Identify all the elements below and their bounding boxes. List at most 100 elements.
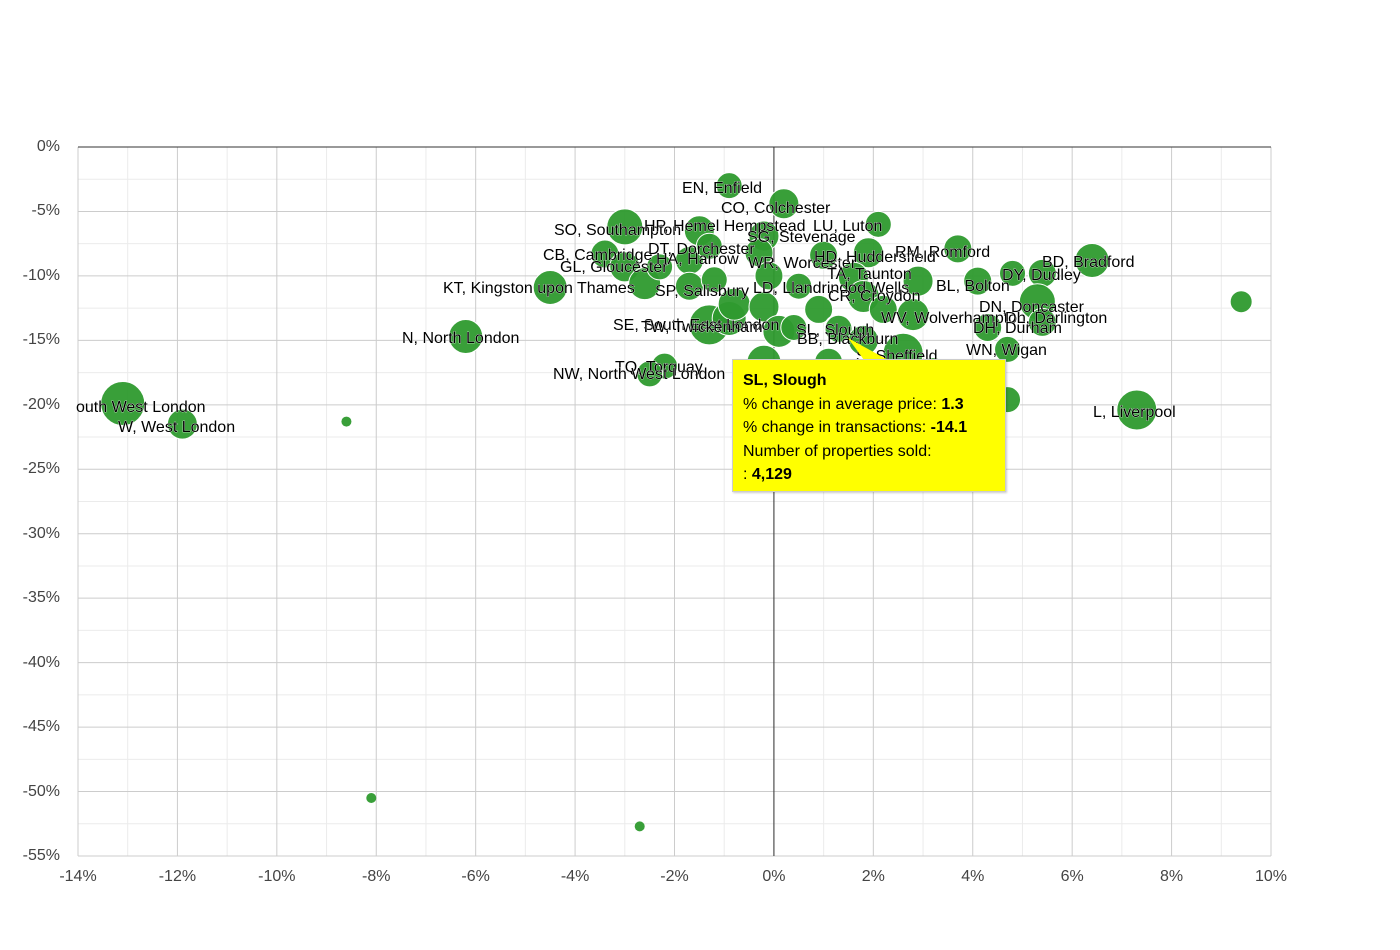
bubble-label: DL, Darlington <box>1005 310 1107 327</box>
bubble[interactable] <box>864 210 892 238</box>
bubble[interactable] <box>532 270 568 306</box>
bubble[interactable] <box>341 416 352 427</box>
bubble-label: SL, Slough <box>796 322 874 339</box>
bubble[interactable] <box>636 360 664 388</box>
bubble-label: SO, Southampton <box>554 222 681 239</box>
bubble[interactable] <box>748 291 780 323</box>
tooltip-title: SL, Slough <box>743 372 827 389</box>
tooltip-sold-value: 4,129 <box>751 466 792 483</box>
bubble[interactable] <box>1116 389 1158 431</box>
y-tick-label: -15% <box>22 331 60 349</box>
tooltip-pointer-shape <box>848 338 888 360</box>
x-tick-label: -6% <box>461 868 490 885</box>
bubble-label: GL, Gloucester <box>560 259 668 276</box>
bubble-label: CB, Cambridge <box>543 247 652 264</box>
bubble[interactable] <box>973 312 1003 342</box>
bubble-label: outh West London <box>76 399 206 416</box>
x-tick-label: -2% <box>660 868 689 885</box>
x-tick-label: 6% <box>1060 868 1084 885</box>
y-tick-label: -45% <box>22 718 60 736</box>
bubble[interactable] <box>868 294 898 324</box>
bubble-highlighted[interactable] <box>823 313 854 344</box>
bubble-label: WV, Wolverhampton <box>881 310 1026 327</box>
bubble-label: NW, North West London <box>553 366 725 383</box>
bubble-label: EN, Enfield <box>682 180 762 197</box>
bubble[interactable] <box>754 261 784 291</box>
bubble[interactable] <box>646 253 674 281</box>
bubble-label: L, Liverpool <box>1093 404 1176 421</box>
bubble[interactable] <box>100 381 146 427</box>
bubble[interactable] <box>963 266 993 296</box>
bubble-labels-layer: outh West London W, West London N, North L… <box>76 180 1176 437</box>
x-tick-label: -10% <box>258 868 296 885</box>
bubble[interactable] <box>785 272 813 300</box>
y-tick-label: 0% <box>36 138 60 155</box>
x-tick-label: -8% <box>362 868 391 885</box>
y-tick-label: -30% <box>22 524 60 542</box>
bubble[interactable] <box>994 335 1022 363</box>
x-tick-label: 8% <box>1160 868 1184 885</box>
x-tick-label: 2% <box>861 868 885 885</box>
x-tick-label: 10% <box>1254 868 1288 885</box>
bubble[interactable] <box>780 313 808 341</box>
bubble[interactable] <box>999 259 1027 287</box>
bubble-label: DT, Dorchester <box>648 241 755 258</box>
bubble-label: CO, Colchester <box>721 200 831 217</box>
x-tick-label: 0% <box>762 868 786 885</box>
bubble[interactable] <box>902 265 934 297</box>
bubble[interactable] <box>809 240 839 270</box>
bubble[interactable] <box>804 294 834 324</box>
bubble[interactable] <box>1229 290 1253 314</box>
bubble-label: HD, Huddersfield <box>814 249 936 266</box>
x-tick-label: 4% <box>961 868 985 885</box>
bubble[interactable] <box>1074 242 1110 278</box>
bubble[interactable] <box>606 208 644 246</box>
tooltip-sold-prefix: : <box>743 466 752 483</box>
tooltip-sold-row: : 4,129 <box>743 463 995 487</box>
bubble[interactable] <box>448 318 484 354</box>
bubble[interactable] <box>896 298 930 332</box>
bubble-label: TW, Twickenham <box>641 319 763 336</box>
tooltip-transactions-row: % change in transactions: -14.1 <box>743 416 995 440</box>
y-tick-label: -25% <box>22 460 60 478</box>
bubble-label: HA, Harrow <box>656 251 739 268</box>
tooltip-price-value: 1.3 <box>941 395 964 413</box>
bubble-label: BL, Bolton <box>936 278 1010 295</box>
bubble-label: BB, Blackburn <box>797 331 898 348</box>
tooltip-sold-label: Number of properties sold: <box>743 442 932 460</box>
bubble-label: SE, South East London <box>613 317 779 334</box>
bubble-label: BD, Bradford <box>1042 254 1134 271</box>
bubble[interactable] <box>700 266 728 294</box>
bubble-label: LD, Llandrindod Wells <box>753 280 909 297</box>
bubble[interactable] <box>366 792 377 803</box>
bubble-label: DH, Durham <box>973 320 1062 337</box>
x-tick-label: -14% <box>59 868 97 885</box>
y-tick-label: -5% <box>31 202 60 220</box>
bubble[interactable] <box>166 408 198 440</box>
y-tick-label: -40% <box>22 653 60 671</box>
bubble-label: W, West London <box>118 419 235 436</box>
bubble[interactable] <box>715 172 743 200</box>
y-tick-label: -20% <box>22 395 60 413</box>
bubble[interactable] <box>768 188 800 220</box>
bubble-label: SP, Salisbury <box>655 283 749 300</box>
bubble[interactable] <box>634 821 645 832</box>
bubble[interactable] <box>1027 307 1057 337</box>
bubble-label: SG, Stevenage <box>747 229 856 246</box>
tooltip-transactions-label: % change in transactions: <box>743 419 931 436</box>
bubble-label: LU, Luton <box>813 218 882 235</box>
bubble-label: TQ, Torquay <box>615 359 703 376</box>
y-tick-label: -55% <box>22 847 60 864</box>
tooltip-transactions-value: -14.1 <box>930 419 968 436</box>
y-tick-label: -35% <box>22 589 60 607</box>
bubble-label: N, North London <box>402 330 519 347</box>
bubble[interactable] <box>695 232 723 260</box>
bubble-label: DN, Doncaster <box>979 299 1085 316</box>
bubble-label: WR, Worcester <box>748 255 857 272</box>
x-tick-label: -4% <box>560 868 590 885</box>
y-tick-label: -50% <box>22 782 60 800</box>
bubble[interactable] <box>943 234 973 264</box>
bubble[interactable] <box>852 237 884 269</box>
x-tick-label: -12% <box>158 868 197 885</box>
